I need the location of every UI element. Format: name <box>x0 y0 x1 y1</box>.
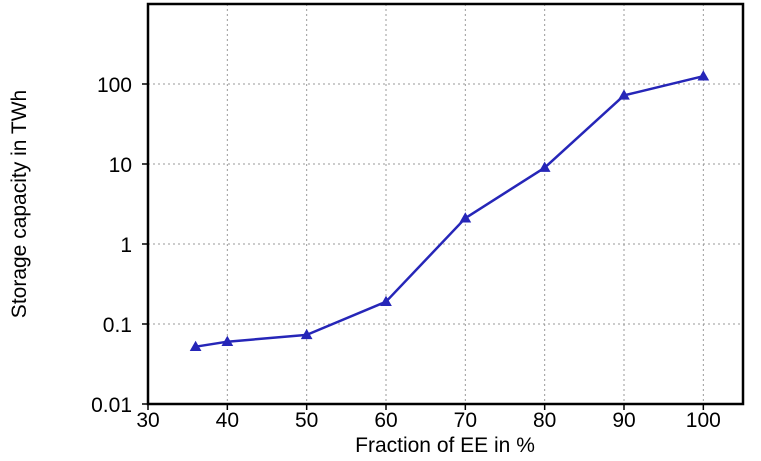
x-tick-label: 40 <box>216 409 239 432</box>
series-layer <box>189 70 710 351</box>
y-tick-label: 10 <box>109 154 132 177</box>
x-tick-label: 80 <box>533 409 556 432</box>
y-tick-label: 1 <box>120 234 132 257</box>
x-tick-label: 90 <box>612 409 635 432</box>
y-tick-label: 100 <box>97 74 132 97</box>
x-tick-label: 30 <box>136 409 159 432</box>
plot-frame <box>146 2 745 406</box>
data-point-marker <box>380 295 392 306</box>
series-line <box>195 74 704 348</box>
data-point-marker <box>221 335 234 346</box>
data-point-marker <box>697 70 710 81</box>
x-axis-tick-labels: 30 40 50 60 70 80 90 100 <box>136 409 721 432</box>
y-axis-title: Storage capacity in TWh <box>8 90 31 318</box>
axis-ticks <box>142 83 705 410</box>
data-point-marker <box>538 161 551 172</box>
data-point-marker <box>459 212 472 223</box>
x-tick-label: 50 <box>295 409 318 432</box>
x-tick-label: 70 <box>454 409 477 432</box>
y-tick-label: 0.01 <box>91 394 132 417</box>
grid <box>148 4 743 404</box>
x-axis-title: Fraction of EE in % <box>355 434 535 457</box>
y-axis-tick-labels: 0.01 0.1 1 10 100 <box>91 74 132 417</box>
data-point-marker <box>189 340 202 351</box>
data-point-marker <box>618 89 630 100</box>
data-point-marker <box>300 328 313 340</box>
y-tick-label: 0.1 <box>103 314 132 337</box>
x-tick-label: 60 <box>374 409 397 432</box>
x-tick-label: 100 <box>686 409 721 432</box>
